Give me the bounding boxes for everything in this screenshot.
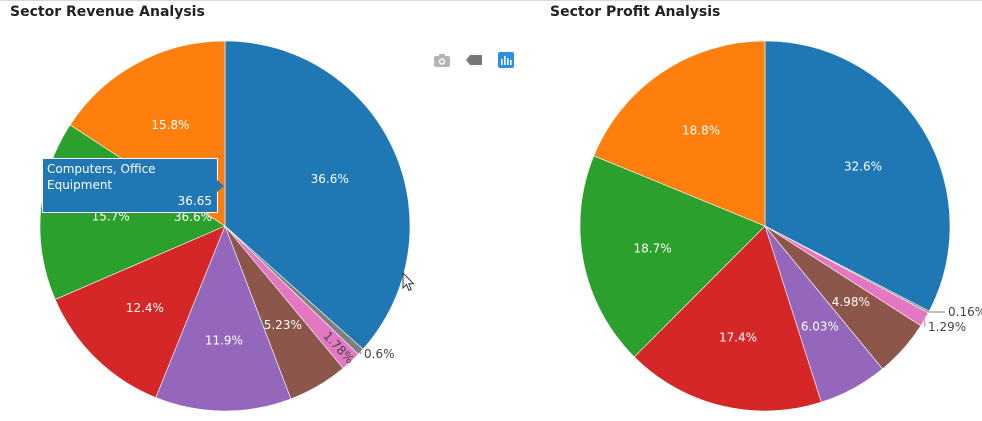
revenue-slice-4[interactable] bbox=[155, 225, 292, 412]
profit-slice-7[interactable] bbox=[593, 40, 766, 227]
camera-icon bbox=[434, 53, 450, 67]
tag-icon bbox=[466, 55, 482, 65]
profit-slice-6[interactable] bbox=[579, 155, 766, 358]
produced-with-plotly-button[interactable] bbox=[465, 51, 483, 69]
revenue-slice-label-5: 12.4% bbox=[126, 301, 164, 315]
mouse-cursor-icon bbox=[402, 272, 415, 292]
revenue-slice-0[interactable] bbox=[224, 40, 411, 350]
revenue-slice-5[interactable] bbox=[54, 225, 226, 398]
chart-toolbar bbox=[433, 51, 529, 69]
profit-slice-5[interactable] bbox=[633, 225, 822, 412]
tooltip-label: Computers, Office Equipment bbox=[47, 162, 156, 192]
profit-slice-label-3: 4.98% bbox=[832, 295, 870, 309]
profit-slice-label-2: 1.29% bbox=[928, 320, 966, 334]
profit-slice-label-7: 18.8% bbox=[682, 124, 720, 138]
profit-slice-label-1: 0.16% bbox=[948, 305, 982, 319]
revenue-chart-title: Sector Revenue Analysis bbox=[10, 4, 205, 20]
revenue-slice-label-1: 0.6% bbox=[364, 347, 395, 361]
revenue-slice-label-7: 15.8% bbox=[151, 118, 189, 132]
plotly-logo-button[interactable] bbox=[497, 51, 515, 69]
download-plot-button[interactable] bbox=[433, 51, 451, 69]
top-divider bbox=[0, 0, 982, 1]
profit-slice-0[interactable] bbox=[764, 40, 951, 312]
tooltip-percent: 36.6% bbox=[173, 210, 212, 224]
profit-slice-label-5: 17.4% bbox=[719, 331, 757, 345]
tooltip-pointer bbox=[217, 180, 224, 192]
hover-tooltip: Computers, Office Equipment 36.65 36.6% bbox=[42, 158, 218, 224]
profit-slice-label-0: 32.6% bbox=[844, 159, 882, 173]
revenue-slice-label-3: 5.23% bbox=[264, 318, 302, 332]
profit-slice-label-6: 18.7% bbox=[634, 242, 672, 256]
tooltip-value: 36.65 bbox=[177, 194, 212, 208]
profit-slice-label-4: 6.03% bbox=[801, 320, 839, 334]
bar-chart-icon bbox=[498, 52, 514, 68]
revenue-slice-label-0: 36.6% bbox=[311, 172, 349, 186]
revenue-slice-label-4: 11.9% bbox=[205, 334, 243, 348]
profit-chart-title: Sector Profit Analysis bbox=[550, 4, 721, 20]
